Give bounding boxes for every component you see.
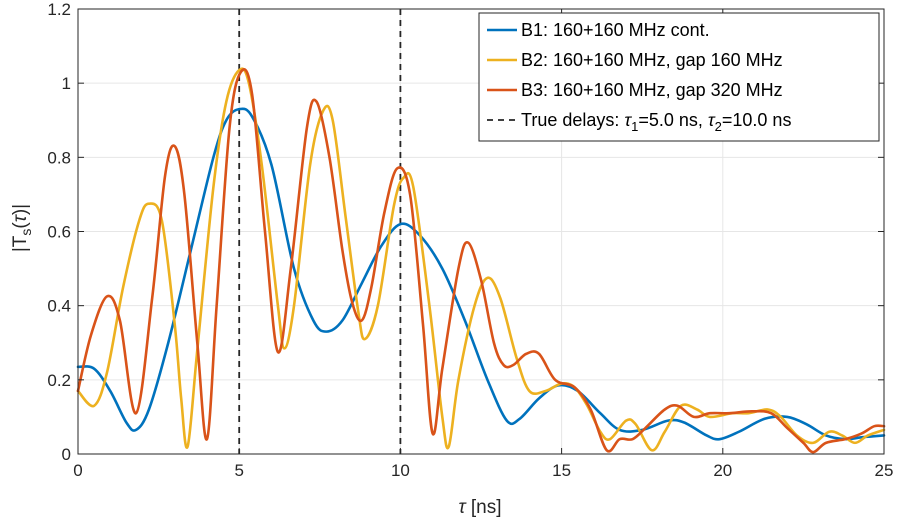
legend-label-b2: B2: 160+160 MHz, gap 160 MHz [521, 50, 783, 70]
series-line-b3 [76, 68, 886, 454]
x-tick-label-5: 25 [875, 461, 894, 480]
y-tick-label-5: 1 [62, 74, 71, 93]
x-axis-ticks: 0 5 10 15 20 25 [73, 9, 893, 480]
legend-label-b1: B1: 160+160 MHz cont. [521, 20, 710, 40]
y-tick-label-4: 0.8 [47, 148, 71, 167]
legend-box [478, 12, 880, 142]
y-tick-label-3: 0.6 [47, 223, 71, 242]
y-tick-label-1: 0.2 [47, 371, 71, 390]
x-tick-label-0: 0 [73, 461, 82, 480]
y-tick-label-6: 1.2 [47, 0, 71, 19]
legend-entry-b3: B3: 160+160 MHz, gap 320 MHz [487, 80, 783, 100]
y-tick-label-2: 0.4 [47, 297, 71, 316]
x-tick-label-2: 10 [391, 461, 410, 480]
y-axis-label: |Ts(τ)| [10, 204, 34, 252]
legend-entry-b1: B1: 160+160 MHz cont. [487, 20, 710, 40]
y-tick-label-0: 0 [62, 445, 71, 464]
x-tick-label-4: 20 [713, 461, 732, 480]
x-axis-label: τ [ns] [458, 497, 501, 518]
series-line-b2 [76, 67, 886, 452]
legend-entry-true-delays: True delays: τ1=5.0 ns, τ2=10.0 ns [487, 110, 791, 134]
legend: B1: 160+160 MHz cont. B2: 160+160 MHz, g… [478, 12, 880, 142]
legend-label-b3: B3: 160+160 MHz, gap 320 MHz [521, 80, 783, 100]
x-tick-label-1: 5 [234, 461, 243, 480]
legend-label-true-delays: True delays: τ1=5.0 ns, τ2=10.0 ns [521, 110, 791, 134]
series-line-b1 [76, 107, 886, 441]
y-axis-ticks: 0 0.2 0.4 0.6 0.8 1 1.2 [47, 0, 884, 464]
series-lines [76, 67, 886, 454]
true-delay-lines [238, 9, 402, 454]
legend-entry-b2: B2: 160+160 MHz, gap 160 MHz [487, 50, 783, 70]
x-tick-label-3: 15 [552, 461, 571, 480]
